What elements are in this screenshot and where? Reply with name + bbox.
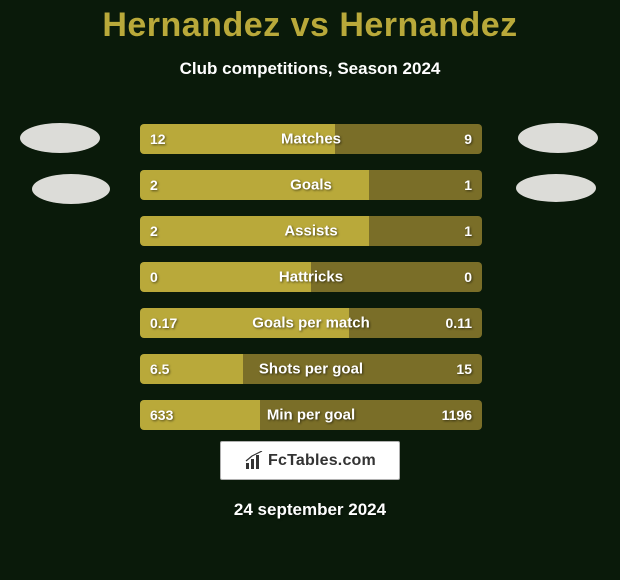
stat-right-value: 9 — [464, 131, 472, 147]
avatar-right-bottom — [516, 174, 596, 202]
stat-row: 2 Goals 1 — [139, 169, 483, 201]
stat-label: Goals per match — [140, 315, 482, 332]
stat-right-value: 0.11 — [446, 315, 472, 331]
stat-label: Shots per goal — [140, 361, 482, 378]
stat-right-value: 1 — [464, 223, 472, 239]
avatar-right-top — [518, 123, 598, 153]
page-title: Hernandez vs Hernandez — [0, 0, 620, 45]
stat-label: Hattricks — [140, 269, 482, 286]
stat-right-value: 15 — [456, 361, 472, 377]
logo-text: FcTables.com — [268, 452, 376, 470]
stat-row: 6.5 Shots per goal 15 — [139, 353, 483, 385]
chart-icon — [244, 451, 264, 471]
stat-label: Goals — [140, 177, 482, 194]
stat-label: Min per goal — [140, 407, 482, 424]
stat-row: 633 Min per goal 1196 — [139, 399, 483, 431]
date-text: 24 september 2024 — [0, 500, 620, 520]
stat-label: Assists — [140, 223, 482, 240]
footer-logo[interactable]: FcTables.com — [220, 441, 400, 480]
stat-right-value: 1196 — [442, 407, 472, 423]
avatar-left-bottom — [32, 174, 110, 204]
stat-row: 0.17 Goals per match 0.11 — [139, 307, 483, 339]
comparison-chart: 12 Matches 9 2 Goals 1 2 Assists 1 — [139, 123, 483, 445]
stat-right-value: 1 — [464, 177, 472, 193]
stat-row: 2 Assists 1 — [139, 215, 483, 247]
avatar-left-top — [20, 123, 100, 153]
stat-row: 12 Matches 9 — [139, 123, 483, 155]
stat-row: 0 Hattricks 0 — [139, 261, 483, 293]
subtitle: Club competitions, Season 2024 — [0, 59, 620, 79]
stat-right-value: 0 — [464, 269, 472, 285]
stat-label: Matches — [140, 131, 482, 148]
